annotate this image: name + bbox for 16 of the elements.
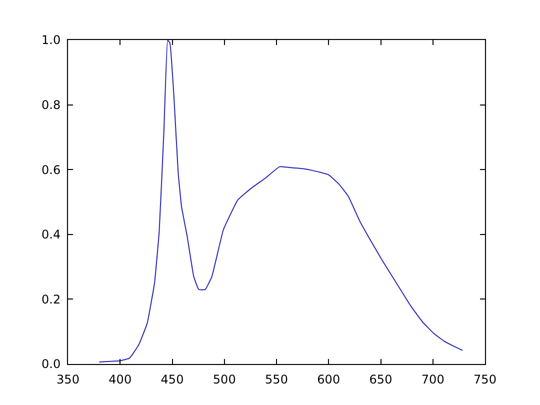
x-tick-label: 500 xyxy=(212,372,236,386)
y-tick-label: 0.2 xyxy=(42,292,61,306)
x-tick-label: 450 xyxy=(160,372,184,386)
x-tick-label: 750 xyxy=(474,372,496,386)
y-tick-label: 0.8 xyxy=(42,98,61,112)
x-tick-label: 400 xyxy=(108,372,132,386)
y-tick-label: 1.0 xyxy=(42,33,61,48)
x-tick-label: 650 xyxy=(369,372,392,386)
y-tick-label: 0.4 xyxy=(42,228,61,242)
x-tick-label: 550 xyxy=(265,372,288,386)
x-tick-label: 700 xyxy=(421,372,444,386)
line-series xyxy=(98,40,464,363)
y-tick-label: 0.6 xyxy=(42,162,61,177)
x-tick-label: 350 xyxy=(56,372,80,386)
x-tick-label: 600 xyxy=(317,372,340,386)
y-tick-label: 0.0 xyxy=(42,357,61,372)
